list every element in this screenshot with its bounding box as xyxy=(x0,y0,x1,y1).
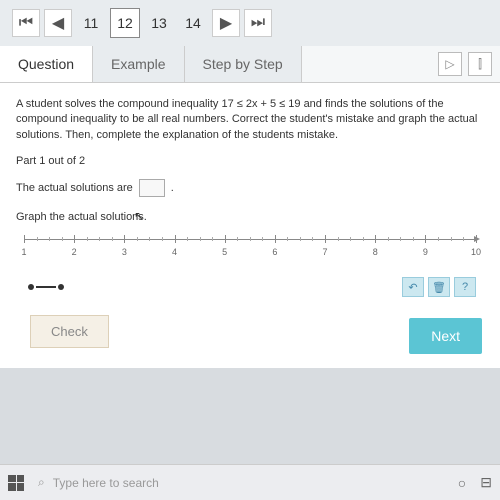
tick-label: 3 xyxy=(122,247,127,257)
number-line[interactable]: 12345678910 xyxy=(24,233,476,273)
solution-line: The actual solutions are . xyxy=(16,179,484,197)
tool-row: ↶ 🗑 ? xyxy=(24,277,476,297)
search-placeholder: Type here to search xyxy=(53,476,159,490)
tick xyxy=(74,235,75,243)
tab-question[interactable]: Question xyxy=(0,46,93,82)
taskbar: ⌕ Type here to search ○ ⊟ xyxy=(0,464,500,500)
next-page-button[interactable]: ▶ xyxy=(212,9,240,37)
page-number-14[interactable]: 14 xyxy=(178,8,208,38)
tick xyxy=(476,235,477,243)
tick-label: 2 xyxy=(72,247,77,257)
tick-label: 6 xyxy=(272,247,277,257)
prev-page-button[interactable]: ◀ xyxy=(44,9,72,37)
book-icon[interactable]: ⫿ xyxy=(468,52,492,76)
tab-step-by-step[interactable]: Step by Step xyxy=(185,46,302,82)
cortana-icon[interactable]: ○ xyxy=(458,475,466,491)
tick-label: 7 xyxy=(323,247,328,257)
undo-icon[interactable]: ↶ xyxy=(402,277,424,297)
tick xyxy=(325,235,326,243)
segment-tool[interactable] xyxy=(24,280,68,294)
check-button[interactable]: Check xyxy=(30,315,109,348)
number-line-arrow xyxy=(474,236,480,242)
endpoint-dot xyxy=(28,284,34,290)
first-page-button[interactable]: ⏮ xyxy=(12,9,40,37)
tick xyxy=(425,235,426,243)
solution-prefix: The actual solutions are xyxy=(16,182,133,194)
answer-input[interactable] xyxy=(139,179,165,197)
page-number-12[interactable]: 12 xyxy=(110,8,140,38)
tick xyxy=(24,235,25,243)
part-label: Part 1 out of 2 xyxy=(16,155,484,167)
taskbar-search[interactable]: ⌕ Type here to search xyxy=(38,475,159,490)
tick xyxy=(124,235,125,243)
graph-instruction: Graph the actual solutions. ↖ xyxy=(16,211,484,223)
next-button[interactable]: Next xyxy=(409,318,482,354)
windows-start-icon[interactable] xyxy=(8,475,24,491)
solution-suffix: . xyxy=(171,182,174,194)
page-number-13[interactable]: 13 xyxy=(144,8,174,38)
tick xyxy=(175,235,176,243)
tick-label: 5 xyxy=(222,247,227,257)
delete-icon[interactable]: 🗑 xyxy=(428,277,450,297)
help-icon[interactable]: ? xyxy=(454,277,476,297)
tick-label: 4 xyxy=(172,247,177,257)
tick xyxy=(275,235,276,243)
task-view-icon[interactable]: ⊟ xyxy=(480,474,492,491)
tick-label: 9 xyxy=(423,247,428,257)
tick xyxy=(375,235,376,243)
tick-label: 8 xyxy=(373,247,378,257)
video-icon[interactable]: ▷ xyxy=(438,52,462,76)
tabs-row: Question Example Step by Step ▷ ⫿ xyxy=(0,46,500,83)
endpoint-dot xyxy=(58,284,64,290)
page-navigation: ⏮ ◀ 11 12 13 14 ▶ ⏭ xyxy=(0,0,500,46)
tick xyxy=(225,235,226,243)
problem-text: A student solves the compound inequality… xyxy=(16,97,484,143)
search-icon: ⌕ xyxy=(38,475,45,490)
tick-label: 1 xyxy=(21,247,26,257)
page-number-11[interactable]: 11 xyxy=(76,8,106,38)
tab-example[interactable]: Example xyxy=(93,46,184,82)
segment-line xyxy=(36,286,56,288)
last-page-button[interactable]: ⏭ xyxy=(244,9,272,37)
tick-label: 10 xyxy=(471,247,481,257)
cursor-icon: ↖ xyxy=(134,209,144,223)
